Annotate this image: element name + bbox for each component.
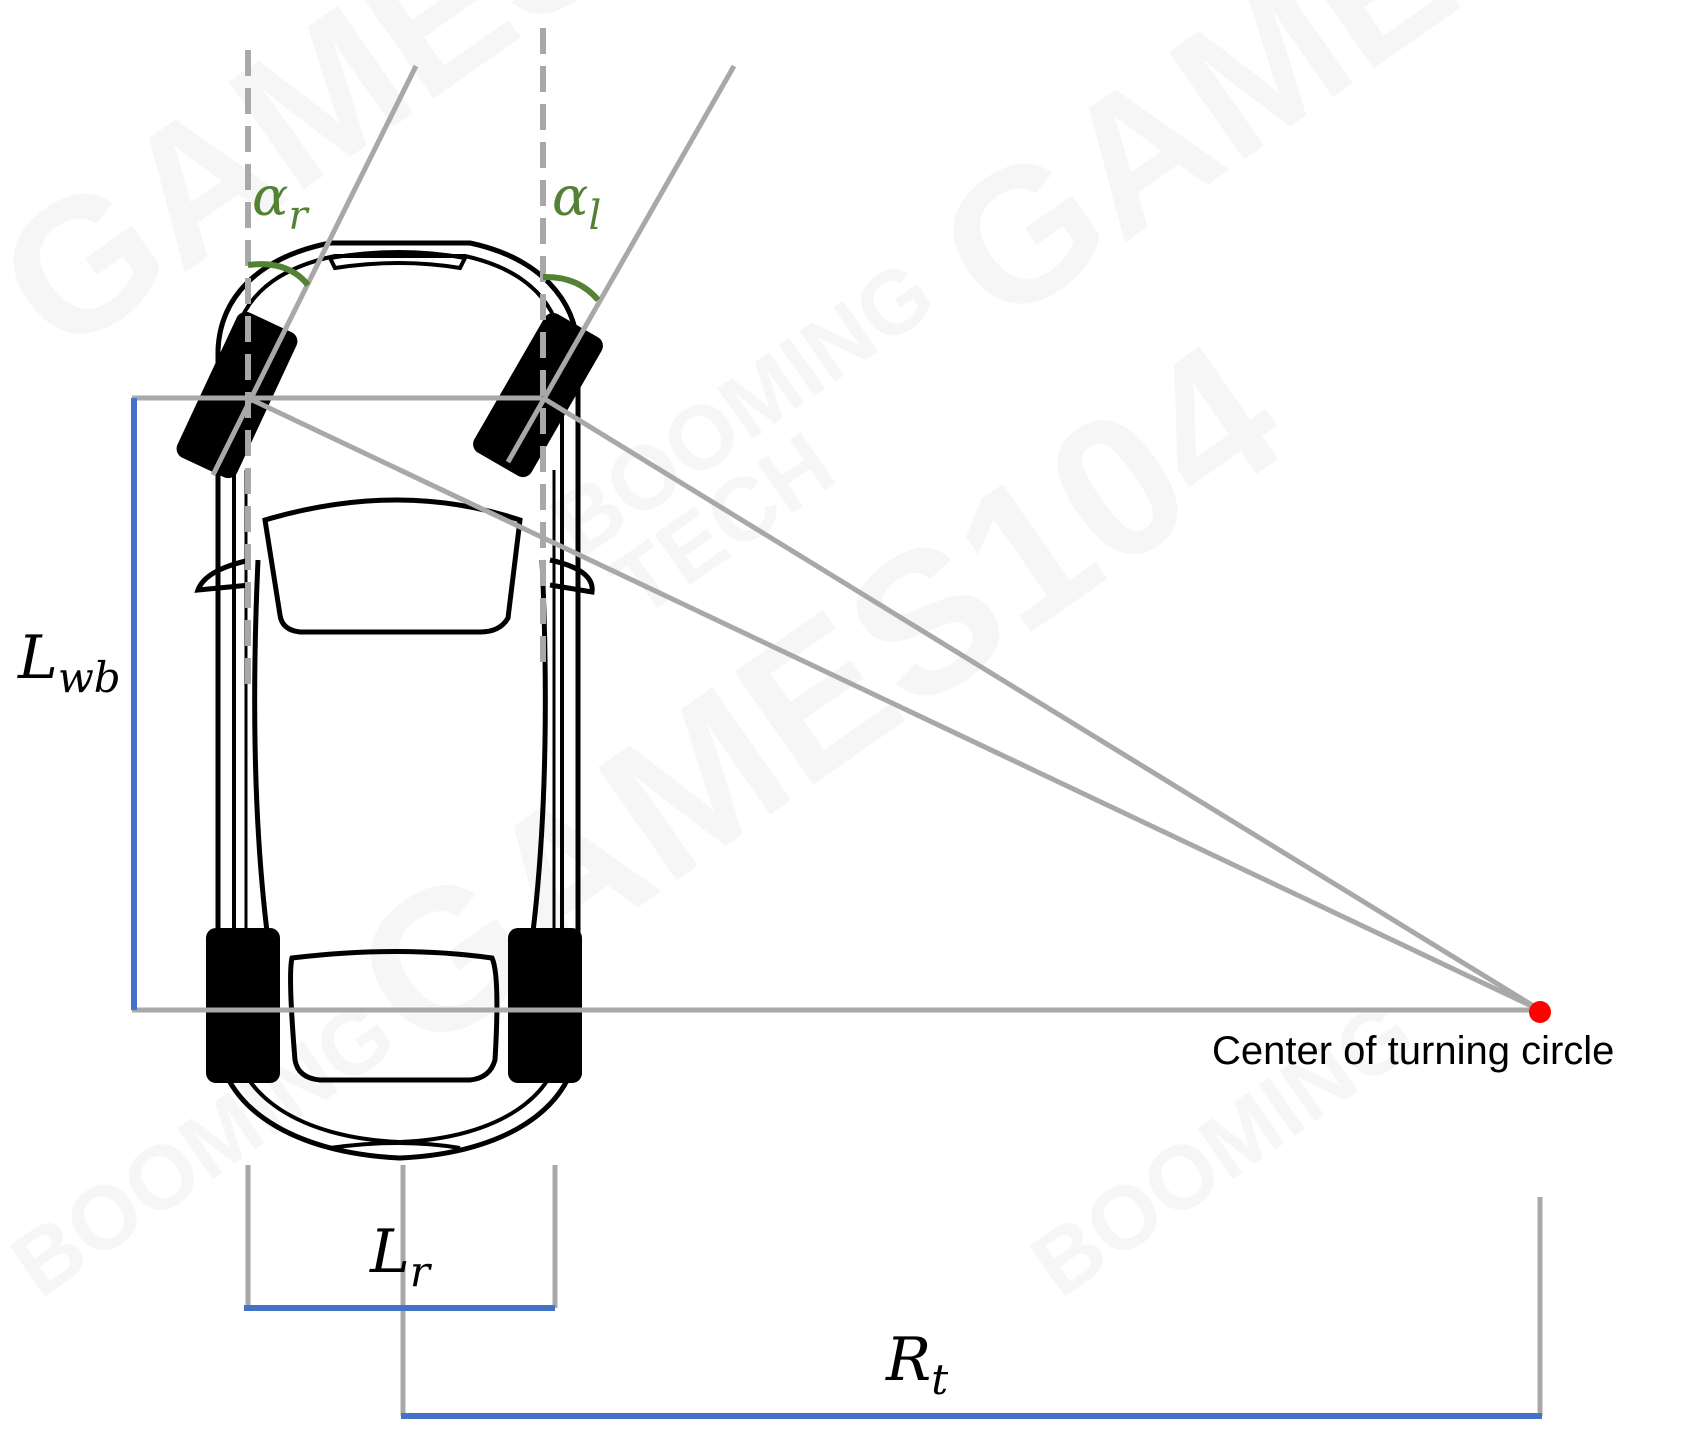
- dimension-lines: [131, 398, 1542, 1419]
- alpha-r-arc: [247, 261, 311, 287]
- turning-center-point: [1529, 1001, 1551, 1023]
- rear-right-wheel: [206, 928, 280, 1083]
- alpha-r-label: αr: [252, 165, 310, 239]
- front-right-wheel: [176, 311, 298, 479]
- rt-label: Rt: [885, 1325, 948, 1404]
- left-wheel-to-center-line: [541, 395, 1542, 1013]
- svg-text:GAMES: GAMES: [902, 0, 1594, 364]
- steering-angle-arcs: [247, 261, 601, 302]
- lwb-label: Lwb: [17, 623, 121, 702]
- alpha-l-arc: [542, 273, 601, 302]
- alpha-l-label: αl: [552, 165, 601, 239]
- front-left-wheel: [473, 312, 603, 478]
- lr-label: Lr: [369, 1217, 433, 1296]
- turning-center-label: Center of turning circle: [1212, 1029, 1614, 1073]
- rear-left-wheel: [508, 928, 582, 1083]
- wheel-axis-dashed-lines: [245, 28, 546, 688]
- svg-text:GAMES104: GAMES104: [317, 300, 1319, 1095]
- svg-text:BOOMING: BOOMING: [0, 982, 412, 1316]
- right-wheel-to-center-line: [246, 395, 1542, 1013]
